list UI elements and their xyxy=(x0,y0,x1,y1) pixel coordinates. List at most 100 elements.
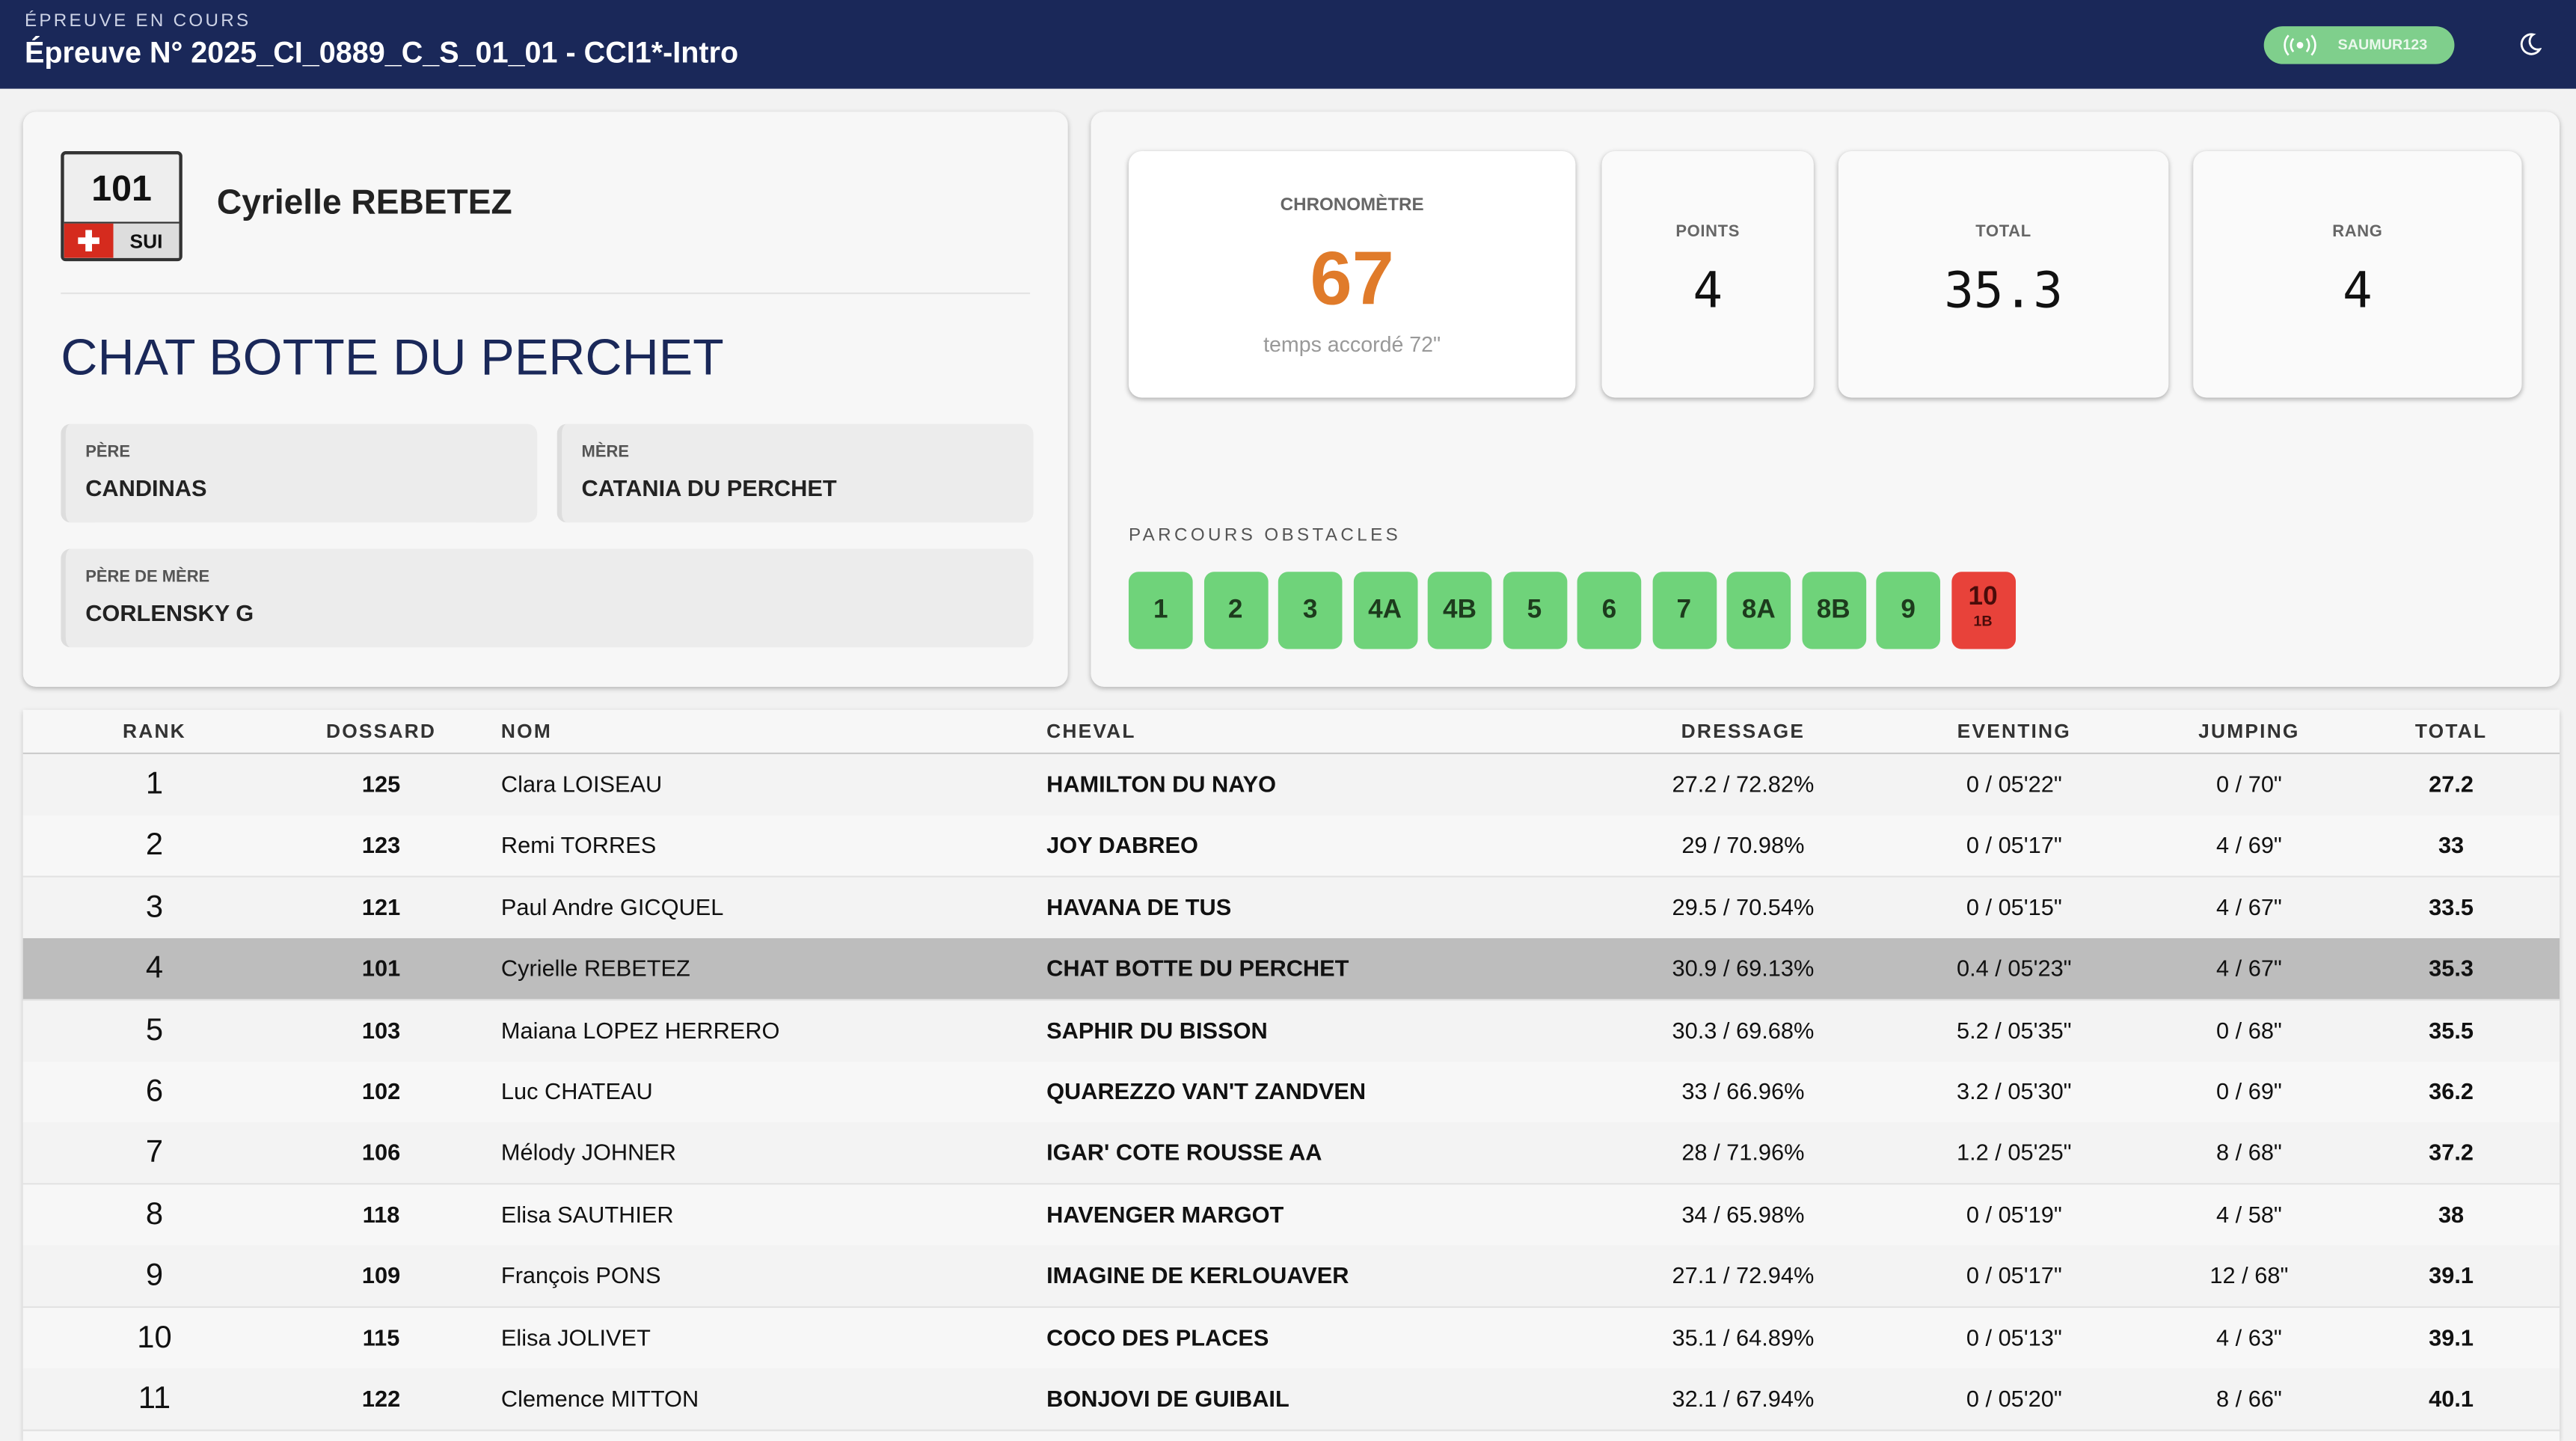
table-cell: 32.1 / 67.94% xyxy=(1672,1385,1815,1412)
pedigree-label: PÈRE xyxy=(85,443,131,462)
nation: SUI xyxy=(129,230,163,254)
table-cell: Maiana LOPEZ HERRERO xyxy=(500,1016,780,1043)
table-cell: 3 xyxy=(145,890,164,925)
table-cell: 38 xyxy=(2438,1200,2465,1228)
chrono-label: CHRONOMÈTRE xyxy=(1280,195,1424,215)
table-cell: 34 / 65.98% xyxy=(1681,1200,1805,1228)
table-cell: 11 xyxy=(138,1381,171,1417)
table-cell: 35.1 / 64.89% xyxy=(1672,1324,1815,1350)
chrono-box: CHRONOMÈTRE 67 temps accordé 72" xyxy=(1128,151,1576,398)
table-cell: 10 xyxy=(137,1320,172,1355)
pedigree-value: CORLENSKY G xyxy=(85,599,254,626)
table-cell: CHAT BOTTE DU PERCHET xyxy=(1046,955,1349,982)
table-cell: 1 xyxy=(145,767,164,802)
table-cell: COCO DES PLACES xyxy=(1046,1324,1269,1350)
table-cell: 0 / 05'17" xyxy=(1966,832,2062,859)
table-cell: 7 xyxy=(145,1136,164,1171)
table-cell: 8 / 66" xyxy=(2215,1385,2282,1412)
stat-label: RANG xyxy=(2332,223,2383,242)
table-cell: 37.2 xyxy=(2429,1139,2474,1166)
table-cell: 3.2 / 05'30" xyxy=(1957,1077,2072,1104)
table-cell: 0 / 70" xyxy=(2215,770,2282,798)
obstacle: 5 xyxy=(1502,572,1567,649)
column-header: DOSSARD xyxy=(325,719,437,743)
table-cell: 33 / 66.96% xyxy=(1681,1077,1805,1104)
obstacle: 9 xyxy=(1876,572,1940,649)
chrono-note: temps accordé 72" xyxy=(1263,331,1441,357)
column-header: CHEVAL xyxy=(1046,719,1136,743)
pedigree-label: PÈRE DE MÈRE xyxy=(85,568,210,587)
table-cell: 39.1 xyxy=(2429,1324,2474,1350)
table-cell: 4 / 58" xyxy=(2215,1200,2282,1228)
table-cell: 30.3 / 69.68% xyxy=(1672,1016,1815,1043)
obstacle: 7 xyxy=(1652,572,1717,649)
bib-number: 101 xyxy=(91,168,152,209)
table-row xyxy=(22,938,2560,1001)
table-cell: 122 xyxy=(361,1385,401,1412)
table-cell: QUAREZZO VAN'T ZANDVEN xyxy=(1046,1077,1367,1104)
table-cell: 103 xyxy=(361,1016,401,1043)
obstacle: 8A xyxy=(1726,572,1791,649)
bib-plate: 101 SUI xyxy=(61,151,183,262)
table-cell: 28 / 71.96% xyxy=(1681,1139,1805,1166)
table-cell: 109 xyxy=(361,1262,401,1289)
table-cell: SAPHIR DU BISSON xyxy=(1046,1016,1268,1043)
table-cell: 106 xyxy=(361,1139,401,1166)
table-cell: JOY DABREO xyxy=(1046,832,1198,859)
obstacle-sub: 1B xyxy=(1973,613,1993,630)
rider-name: Cyrielle REBETEZ xyxy=(216,183,512,222)
table-cell: 0 / 05'19" xyxy=(1966,1200,2062,1228)
table-cell: 35.5 xyxy=(2429,1016,2474,1043)
table-cell: 30.9 / 69.13% xyxy=(1672,955,1815,982)
obstacle: 1 xyxy=(1128,572,1193,649)
table-cell: 4 / 69" xyxy=(2215,832,2282,859)
obstacle: 4B xyxy=(1427,572,1492,649)
table-cell: HAMILTON DU NAYO xyxy=(1046,770,1277,798)
table-row xyxy=(22,754,2560,817)
theme-toggle[interactable] xyxy=(2518,33,2542,56)
horse-name: CHAT BOTTE DU PERCHET xyxy=(61,328,724,387)
table-cell: Clara LOISEAU xyxy=(500,770,663,798)
table-cell: 0 / 05'20" xyxy=(1966,1385,2062,1412)
table-cell: Elisa JOLIVET xyxy=(500,1324,651,1350)
header-title: Épreuve N° 2025_CI_0889_C_S_01_01 - CCI1… xyxy=(24,36,739,70)
table-cell: 118 xyxy=(362,1200,400,1228)
column-header: EVENTING xyxy=(1957,719,2071,743)
obstacles-title: PARCOURS OBSTACLES xyxy=(1128,525,1402,546)
header-bar: ÉPREUVE EN COURS Épreuve N° 2025_CI_0889… xyxy=(0,0,2576,89)
table-cell: 29.5 / 70.54% xyxy=(1672,893,1815,920)
table-row xyxy=(22,1368,2560,1431)
table-cell: 27.2 / 72.82% xyxy=(1672,770,1815,798)
obstacle: 3 xyxy=(1278,572,1343,649)
table-cell: 115 xyxy=(362,1324,400,1350)
stat-value: 4 xyxy=(1693,263,1723,321)
column-header: JUMPING xyxy=(2198,719,2300,743)
table-cell: 29 / 70.98% xyxy=(1681,832,1805,859)
table-cell: 101 xyxy=(361,955,401,982)
column-header: NOM xyxy=(500,719,553,743)
broadcast-icon xyxy=(2284,34,2316,56)
status-pill: SAUMUR123 xyxy=(2263,26,2455,64)
status-text: SAUMUR123 xyxy=(2337,36,2428,53)
pedigree-label: MÈRE xyxy=(581,443,630,462)
table-cell: 0 / 68" xyxy=(2215,1016,2282,1043)
pedigree-value: CATANIA DU PERCHET xyxy=(581,474,837,501)
stat-box: POINTS 4 xyxy=(1601,151,1814,398)
table-row xyxy=(22,1061,2560,1125)
table-row xyxy=(22,1246,2560,1309)
table-cell: 4 / 63" xyxy=(2215,1324,2282,1350)
table-cell: Luc CHATEAU xyxy=(500,1077,653,1104)
stat-label: TOTAL xyxy=(1975,223,2031,242)
obstacle-label: 10 xyxy=(1968,583,1998,611)
table-cell: 35.3 xyxy=(2429,955,2474,982)
table-cell: 12 / 68" xyxy=(2209,1262,2289,1289)
table-cell: 123 xyxy=(361,832,401,859)
table-cell: 125 xyxy=(361,770,401,798)
table-cell: 4 xyxy=(145,951,164,987)
pedigree-box: PÈRE CANDINAS xyxy=(61,423,538,523)
table-cell: 0 / 69" xyxy=(2215,1077,2282,1104)
table-cell: Paul Andre GICQUEL xyxy=(500,893,724,920)
table-cell: 4 / 67" xyxy=(2215,955,2282,982)
